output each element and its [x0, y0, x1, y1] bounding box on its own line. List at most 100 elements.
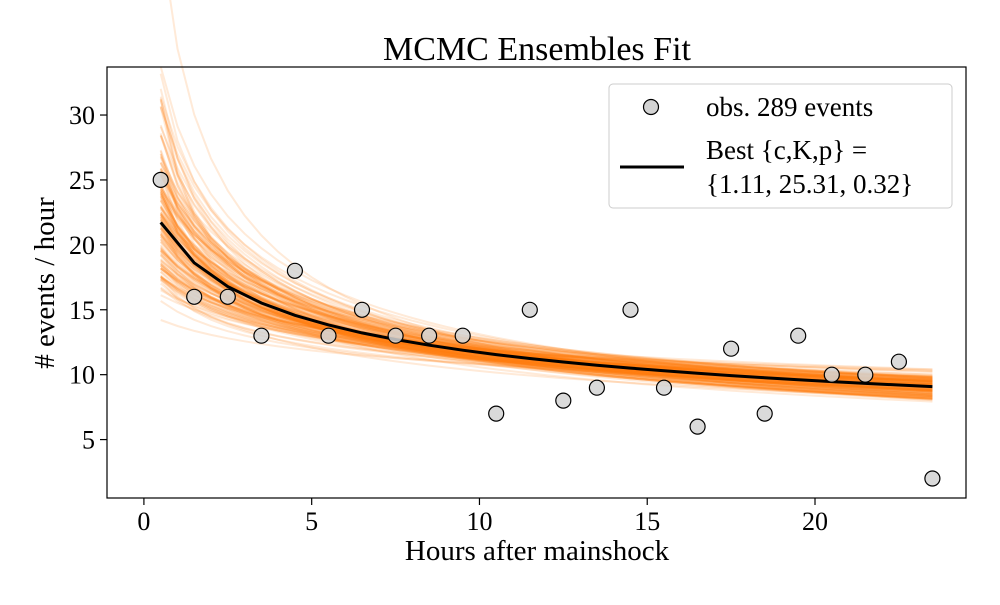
- ensemble-line: [160, 278, 933, 390]
- ensemble-line: [160, 267, 933, 376]
- ensemble-line: [159, 196, 933, 400]
- ensemble-line: [159, 207, 933, 385]
- ensemble-line: [159, 250, 933, 390]
- data-point: [152, 171, 169, 188]
- data-point: [890, 353, 908, 370]
- ensemble-line: [160, 263, 933, 392]
- chart-title: MCMC Ensembles Fit: [383, 31, 691, 68]
- data-point: [823, 366, 840, 383]
- ensemble-line: [160, 274, 933, 383]
- y-tick-label: 30: [69, 101, 95, 130]
- ensemble-line: [159, 233, 933, 403]
- ensemble-line: [159, 204, 933, 380]
- ensemble-line: [159, 174, 933, 383]
- legend-label-best-fit-line1: Best {c,K,p} =: [706, 135, 867, 165]
- ensemble-line: [159, 214, 933, 396]
- ensemble-line: [159, 171, 933, 398]
- ensemble-line: [159, 198, 933, 396]
- ensemble-line: [159, 222, 933, 389]
- data-point: [622, 301, 639, 318]
- x-tick-label: 5: [305, 507, 318, 536]
- ensemble-line: [160, 250, 933, 380]
- ensemble-line: [159, 213, 933, 379]
- ensemble-line: [160, 265, 933, 379]
- ensemble-line: [159, 185, 933, 388]
- ensemble-line: [159, 216, 933, 381]
- ensemble-line: [159, 211, 933, 379]
- ensemble-line: [159, 189, 933, 392]
- ensemble-line: [159, 247, 933, 384]
- legend: obs. 289 events Best {c,K,p} = {1.11, 25…: [608, 83, 953, 209]
- x-tick-label: 0: [137, 507, 150, 536]
- ensemble-line: [159, 215, 933, 397]
- ensemble-line: [160, 267, 933, 389]
- ensemble-line: [159, 224, 933, 393]
- ensemble-line: [160, 276, 933, 374]
- ensemble-line: [159, 212, 933, 382]
- ensemble-line: [159, 235, 933, 380]
- ensemble-line: [160, 282, 933, 399]
- y-tick-label: 20: [69, 231, 95, 260]
- ensemble-line: [160, 271, 933, 378]
- data-point: [353, 301, 371, 318]
- legend-label-best-fit-line2: {1.11, 25.31, 0.32}: [706, 169, 913, 199]
- data-point: [655, 379, 673, 396]
- y-tick-label: 10: [69, 361, 95, 390]
- x-axis: 0 5 10 15 20: [137, 498, 828, 536]
- ensemble-line: [159, 208, 933, 391]
- ensemble-line: [159, 234, 933, 383]
- ensemble-line: [159, 168, 933, 396]
- ensemble-line: [159, 207, 933, 380]
- ensemble-line: [159, 186, 933, 392]
- y-axis-label: # events / hour: [29, 197, 61, 369]
- ensemble-line: [160, 267, 933, 381]
- plot-frame: [106, 66, 967, 499]
- ensemble-line: [159, 199, 933, 394]
- ensemble-line: [159, 227, 933, 379]
- data-point: [320, 327, 337, 344]
- data-point: [286, 262, 303, 279]
- ensemble-line: [159, 189, 933, 383]
- ensemble-line: [159, 195, 933, 382]
- ensemble-line: [159, 233, 933, 384]
- ensemble-line: [159, 244, 933, 383]
- ensemble-line: [159, 193, 933, 380]
- ensemble-line: [159, 264, 933, 371]
- data-point: [488, 405, 505, 422]
- data-point: [857, 366, 874, 383]
- ensemble-line: [160, 259, 933, 378]
- data-point: [521, 301, 538, 318]
- ensemble-line: [159, 217, 933, 392]
- ensemble-line: [159, 174, 933, 398]
- data-point: [387, 327, 404, 344]
- ensemble-line: [159, 191, 933, 384]
- ensemble-line: [159, 238, 933, 382]
- ensemble-line: [160, 264, 933, 376]
- ensemble-line: [159, 168, 933, 400]
- ensemble-line: [160, 275, 933, 381]
- data-point: [454, 327, 471, 344]
- data-point: [722, 340, 740, 357]
- x-tick-label: 10: [466, 507, 492, 536]
- ensemble-line: [160, 319, 933, 382]
- ensemble-line: [160, 235, 933, 386]
- ensemble-line: [159, 190, 933, 399]
- data-point: [689, 418, 706, 435]
- observed-points: [152, 171, 941, 487]
- ensemble-line: [159, 150, 933, 393]
- ensemble-line: [159, 188, 933, 379]
- y-tick-label: 25: [69, 166, 95, 195]
- x-tick-label: 20: [802, 507, 828, 536]
- y-tick-label: 15: [69, 296, 95, 325]
- ensemble-line: [159, 239, 933, 382]
- ensemble-line: [159, 227, 933, 383]
- data-point: [186, 288, 203, 305]
- ensemble-line: [159, 205, 933, 387]
- ensemble-line: [159, 96, 933, 396]
- ensemble-line: [159, 99, 933, 393]
- legend-label-observed: obs. 289 events: [706, 92, 873, 122]
- ensemble-line: [159, 227, 933, 391]
- y-tick-label: 5: [82, 426, 95, 455]
- best-fit-series: [159, 221, 933, 389]
